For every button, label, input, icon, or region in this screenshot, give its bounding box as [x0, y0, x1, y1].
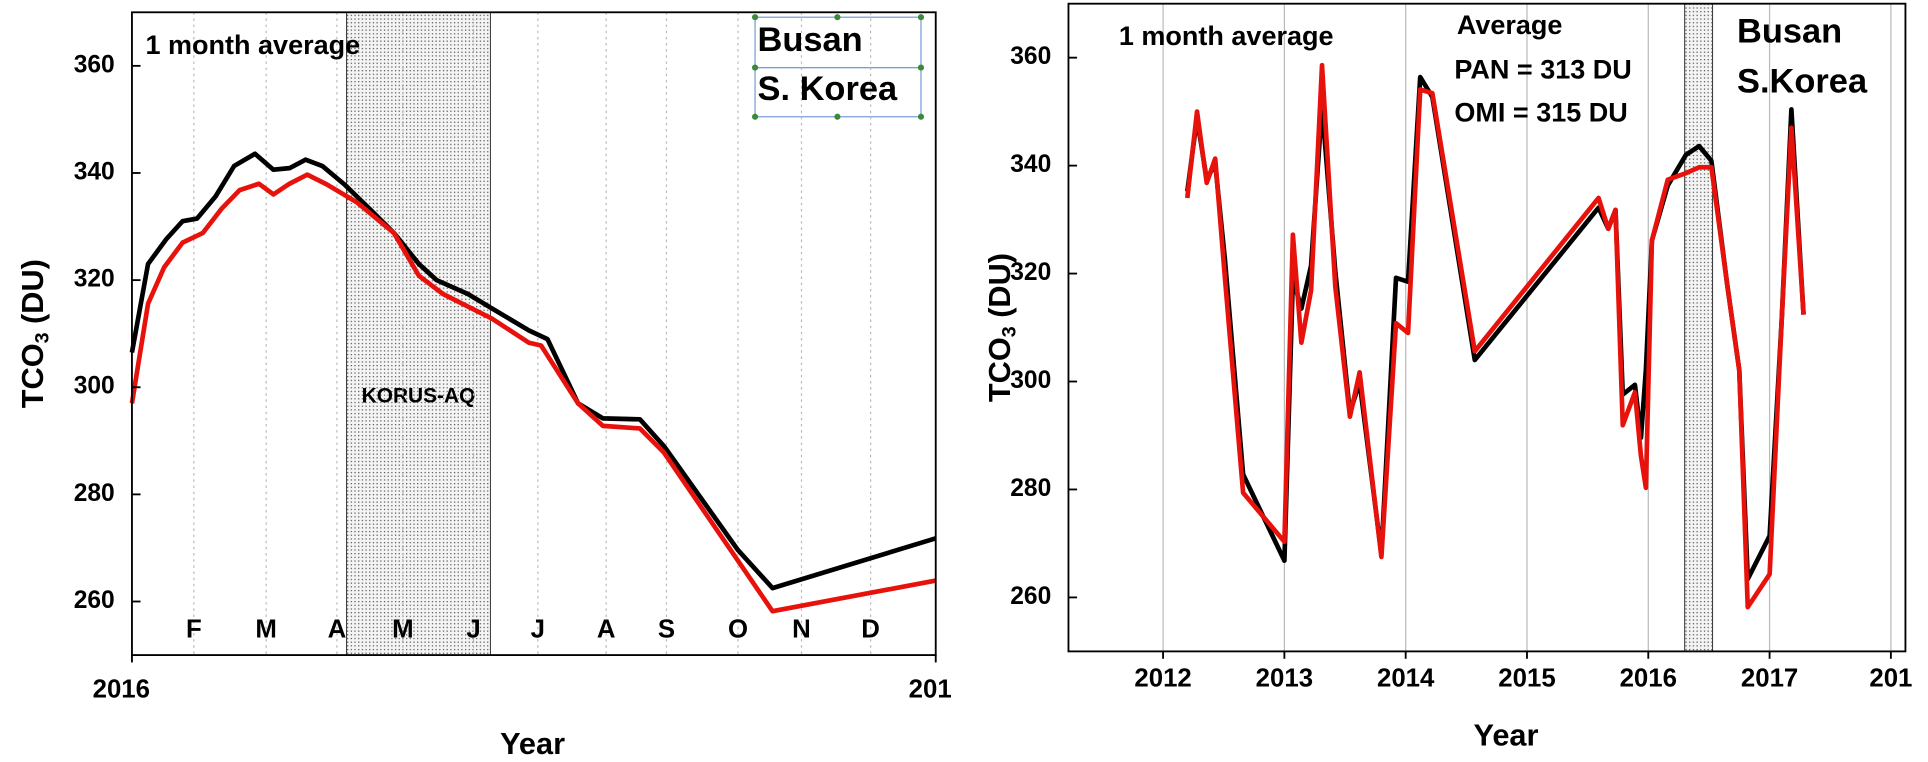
data-line [129, 172, 937, 614]
plot-frame [131, 11, 937, 656]
shaded-period [1684, 3, 1714, 652]
x-tick-label: 2016 [1620, 664, 1677, 692]
x-axis-label: Year [1474, 718, 1539, 753]
x-tick-label: 201 [909, 676, 952, 704]
handle [834, 113, 841, 120]
x-tick-label: 2015 [1498, 664, 1555, 692]
y-axis-label-part: 3 [999, 326, 1021, 337]
month-label: S [658, 615, 675, 643]
y-tick-label: 300 [74, 373, 115, 400]
annotation: Busan [758, 21, 863, 59]
shaded-period [346, 11, 491, 656]
y-axis-label: TCO3 (DU) [982, 253, 1021, 402]
month-label: M [255, 615, 276, 643]
y-axis-label-part: TCO [982, 337, 1017, 402]
x-tick-label: 2012 [1134, 664, 1191, 692]
y-tick-label: 260 [74, 587, 115, 614]
y-tick-label: 260 [1010, 583, 1051, 610]
x-axis-label: Year [500, 726, 565, 761]
data-line [129, 151, 937, 591]
month-label: N [792, 615, 811, 643]
month-label: A [328, 615, 347, 643]
month-label: M [392, 615, 414, 643]
annotation: Busan [1737, 12, 1842, 50]
y-tick-label: 360 [74, 51, 115, 78]
y-tick-label: 320 [1010, 259, 1051, 286]
x-tick-label: 2017 [1741, 664, 1798, 692]
y-tick-label: 280 [1010, 475, 1051, 502]
handle [834, 14, 841, 21]
x-tick-label: 201 [1869, 664, 1912, 692]
annotation: OMI = 315 DU [1454, 97, 1627, 127]
y-tick-label: 320 [74, 266, 115, 293]
x-tick-label: 2016 [93, 676, 150, 704]
y-tick-label: 340 [74, 158, 115, 185]
month-label: F [186, 615, 202, 643]
handle [751, 113, 759, 120]
annotation: S. Korea [758, 70, 898, 108]
annotation: 1 month average [145, 30, 360, 60]
y-tick-label: 360 [1010, 43, 1051, 70]
handle [917, 113, 925, 120]
shade-label: KORUS-AQ [362, 384, 476, 407]
month-label: O [728, 615, 748, 643]
label-boxes [751, 14, 925, 120]
handle [751, 64, 759, 71]
annotation: S.Korea [1737, 63, 1868, 101]
month-label: A [597, 615, 616, 643]
data-line [1184, 62, 1806, 610]
handle [917, 14, 925, 21]
y-axis-label-part: 3 [32, 332, 54, 343]
plot-frame [1067, 2, 1907, 653]
month-label: D [861, 615, 880, 643]
annotation: Average [1457, 10, 1563, 40]
y-tick-label: 280 [74, 480, 115, 507]
handle [917, 64, 925, 71]
y-axis-label-part: (DU) [982, 253, 1017, 326]
chart: KORUS-AQ 260 280 300 320 340 360 2016 201 F M A M J J A… [15, 11, 952, 761]
y-axis-label: TCO3 (DU) [15, 259, 54, 408]
x-tick-label: 2013 [1256, 664, 1313, 692]
handle [751, 14, 759, 21]
month-label: J [531, 615, 545, 643]
month-label: J [466, 615, 480, 643]
annotation: PAN = 313 DU [1454, 54, 1631, 84]
y-tick-label: 300 [1010, 367, 1051, 394]
y-axis-label-part: (DU) [15, 259, 50, 332]
y-tick-label: 340 [1010, 151, 1051, 178]
annotation: 1 month average [1119, 21, 1334, 51]
y-axis-label-part: TCO [15, 343, 50, 408]
x-tick-label: 2014 [1377, 664, 1435, 692]
